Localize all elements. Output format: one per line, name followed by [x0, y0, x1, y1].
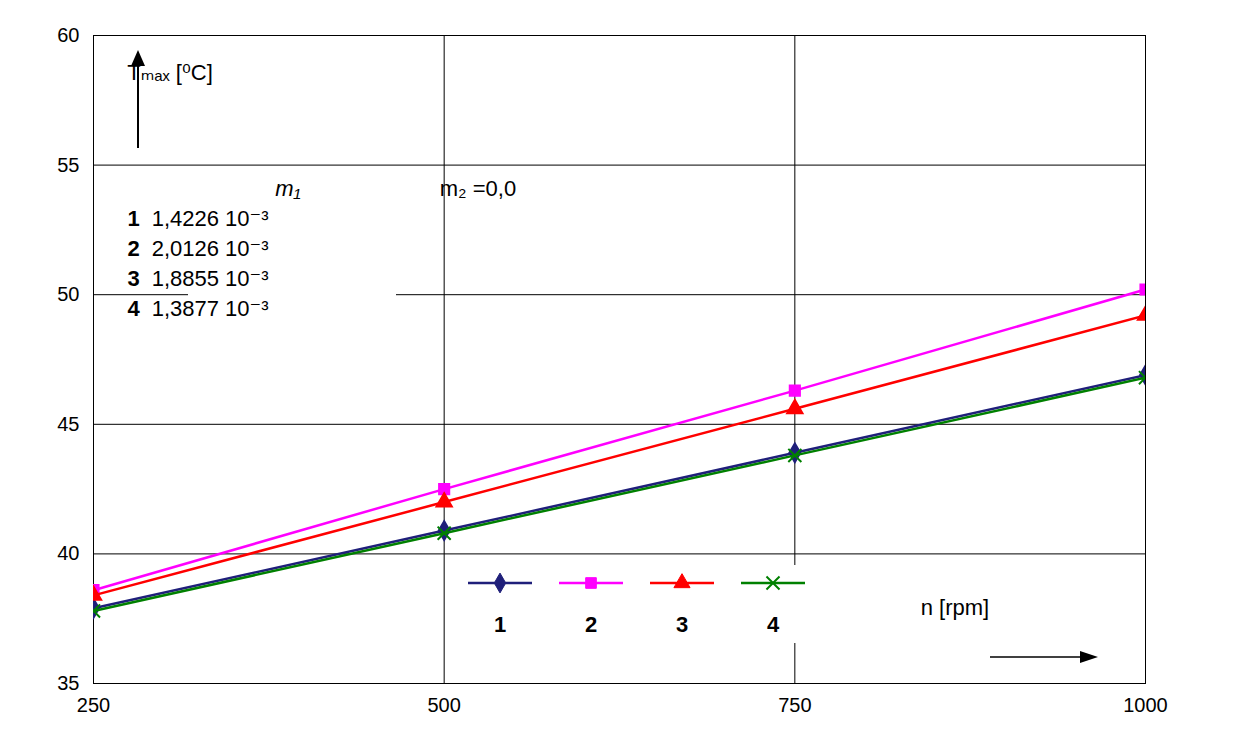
- svg-text:45: 45: [57, 413, 79, 435]
- svg-text:11,4226 10⁻³: 11,4226 10⁻³: [127, 206, 268, 231]
- svg-text:3: 3: [676, 612, 688, 637]
- svg-text:40: 40: [57, 542, 79, 564]
- svg-text:n [rpm]: n [rpm]: [921, 595, 989, 620]
- svg-text:1: 1: [494, 612, 506, 637]
- svg-text:22,0126 10⁻³: 22,0126 10⁻³: [127, 236, 268, 261]
- svg-text:35: 35: [57, 672, 79, 694]
- svg-text:31,8855 10⁻³: 31,8855 10⁻³: [127, 266, 268, 291]
- svg-text:m₂ =0,0: m₂ =0,0: [440, 176, 516, 201]
- svg-text:2: 2: [585, 612, 597, 637]
- svg-text:55: 55: [57, 154, 79, 176]
- svg-text:Tₘₐₓ [⁰C]: Tₘₐₓ [⁰C]: [127, 60, 213, 85]
- svg-text:60: 60: [57, 24, 79, 46]
- svg-text:4: 4: [767, 612, 780, 637]
- svg-text:750: 750: [778, 694, 811, 716]
- svg-text:m₁: m₁: [275, 176, 300, 201]
- svg-text:250: 250: [77, 694, 110, 716]
- svg-text:1000: 1000: [1123, 694, 1168, 716]
- svg-text:41,3877 10⁻³: 41,3877 10⁻³: [127, 296, 268, 321]
- svg-text:50: 50: [57, 283, 79, 305]
- svg-text:500: 500: [427, 694, 460, 716]
